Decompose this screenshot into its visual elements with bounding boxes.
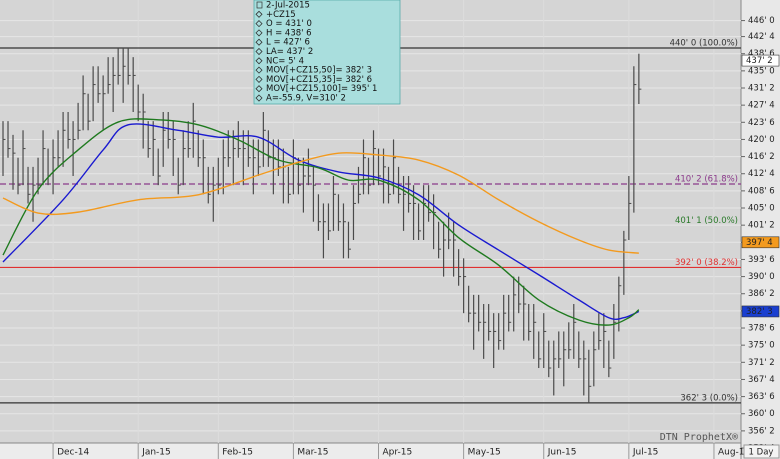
level-label: 440' 0 (100.0%) — [670, 39, 738, 49]
info-date: 2-Jul-2015 — [266, 1, 310, 11]
y-tick-label: 420' 0 — [748, 135, 775, 145]
y-tick-label: 435' 0 — [748, 66, 775, 76]
info-diamond — [255, 29, 263, 37]
x-tick-label: Jan-15 — [141, 448, 171, 458]
info-diamond — [255, 57, 263, 65]
y-tick-label: 367' 4 — [748, 375, 775, 385]
y-tick-label: 438' 6 — [748, 49, 775, 59]
y-tick-label: 363' 6 — [748, 392, 775, 402]
x-tick-label: Mar-15 — [297, 448, 328, 458]
y-tick-label: 371' 2 — [748, 358, 775, 368]
info-diamond — [255, 20, 263, 28]
y-tick-label: 386' 2 — [748, 289, 775, 299]
y-tick-label: 408' 6 — [748, 186, 775, 196]
price-marker-label: 397' 4 — [746, 238, 773, 248]
y-tick-label: 401' 2 — [748, 221, 775, 231]
price-marker-label: 437' 2 — [746, 56, 773, 66]
y-tick-label: 405' 0 — [748, 204, 775, 214]
level-label: 410' 2 (61.8%) — [675, 175, 738, 185]
info-line: LA= 437' 2 — [266, 47, 313, 57]
legend-entry: MOV[+CZ15,100]= 395' 1 — [266, 84, 377, 94]
price-marker-label: 382' 3 — [746, 307, 773, 317]
time-axis-background — [0, 443, 741, 459]
info-diamond — [255, 75, 263, 83]
y-tick-label: 390' 0 — [748, 272, 775, 282]
moving-average — [2, 118, 640, 326]
moving-average — [2, 152, 639, 254]
level-label: 401' 1 (50.0%) — [675, 216, 738, 226]
info-diamond — [255, 38, 263, 46]
info-icon — [256, 1, 263, 9]
y-tick-label: 416' 2 — [748, 152, 775, 162]
price-axis-background — [741, 0, 780, 459]
y-tick-label: 360' 0 — [748, 409, 775, 419]
x-tick-label: Apr-15 — [383, 448, 413, 458]
y-tick-label: 378' 6 — [748, 324, 775, 334]
y-tick-label: 375' 0 — [748, 341, 775, 351]
timeframe-button[interactable] — [743, 444, 780, 459]
info-diamond — [255, 94, 263, 102]
price-marker — [741, 305, 780, 318]
timeframe-button-label[interactable]: 1 Day — [749, 448, 774, 458]
x-tick-label: Dec-14 — [57, 448, 89, 458]
info-line: +CZ15 — [266, 10, 296, 20]
watermark: DTN ProphetX® — [660, 432, 739, 443]
moving-average — [2, 123, 640, 321]
info-line: L = 427' 6 — [266, 38, 310, 48]
x-tick-label: May-15 — [468, 448, 501, 458]
info-diamond — [255, 47, 263, 56]
info-line: O = 431' 0 — [266, 19, 312, 29]
y-tick-label: 423' 6 — [748, 118, 775, 128]
x-tick-label: Jun-15 — [547, 448, 577, 458]
y-tick-label: 446' 0 — [748, 16, 775, 26]
y-tick-label: 356' 2 — [748, 426, 775, 436]
info-diamond — [255, 10, 263, 18]
info-line: NC= 5' 4 — [266, 56, 304, 66]
level-label: 362' 3 (0.0%) — [680, 393, 738, 403]
info-box — [253, 0, 401, 105]
y-tick-label: 393' 6 — [748, 255, 775, 265]
legend-entry: MOV[+CZ15,35]= 382' 6 — [266, 75, 372, 85]
y-tick-label: 431' 2 — [748, 84, 775, 94]
level-label: 392' 0 (38.2%) — [675, 258, 738, 268]
x-tick-label: Aug-15 — [718, 448, 750, 458]
info-diamond — [255, 85, 263, 93]
info-diamond — [255, 66, 263, 74]
info-line: H = 438' 6 — [266, 28, 312, 38]
y-tick-label: 427' 4 — [748, 101, 775, 111]
x-tick-label: Jul-15 — [632, 448, 659, 458]
price-marker — [741, 236, 780, 249]
info-footer: A=-55.9, V=310' 2 — [266, 94, 346, 104]
price-marker — [741, 54, 780, 67]
legend-entry: MOV[+CZ15,50]= 382' 3 — [266, 66, 372, 76]
y-tick-label: 412' 4 — [748, 169, 775, 179]
y-tick-label: 442' 4 — [748, 32, 775, 42]
x-tick-label: Feb-15 — [222, 448, 253, 458]
